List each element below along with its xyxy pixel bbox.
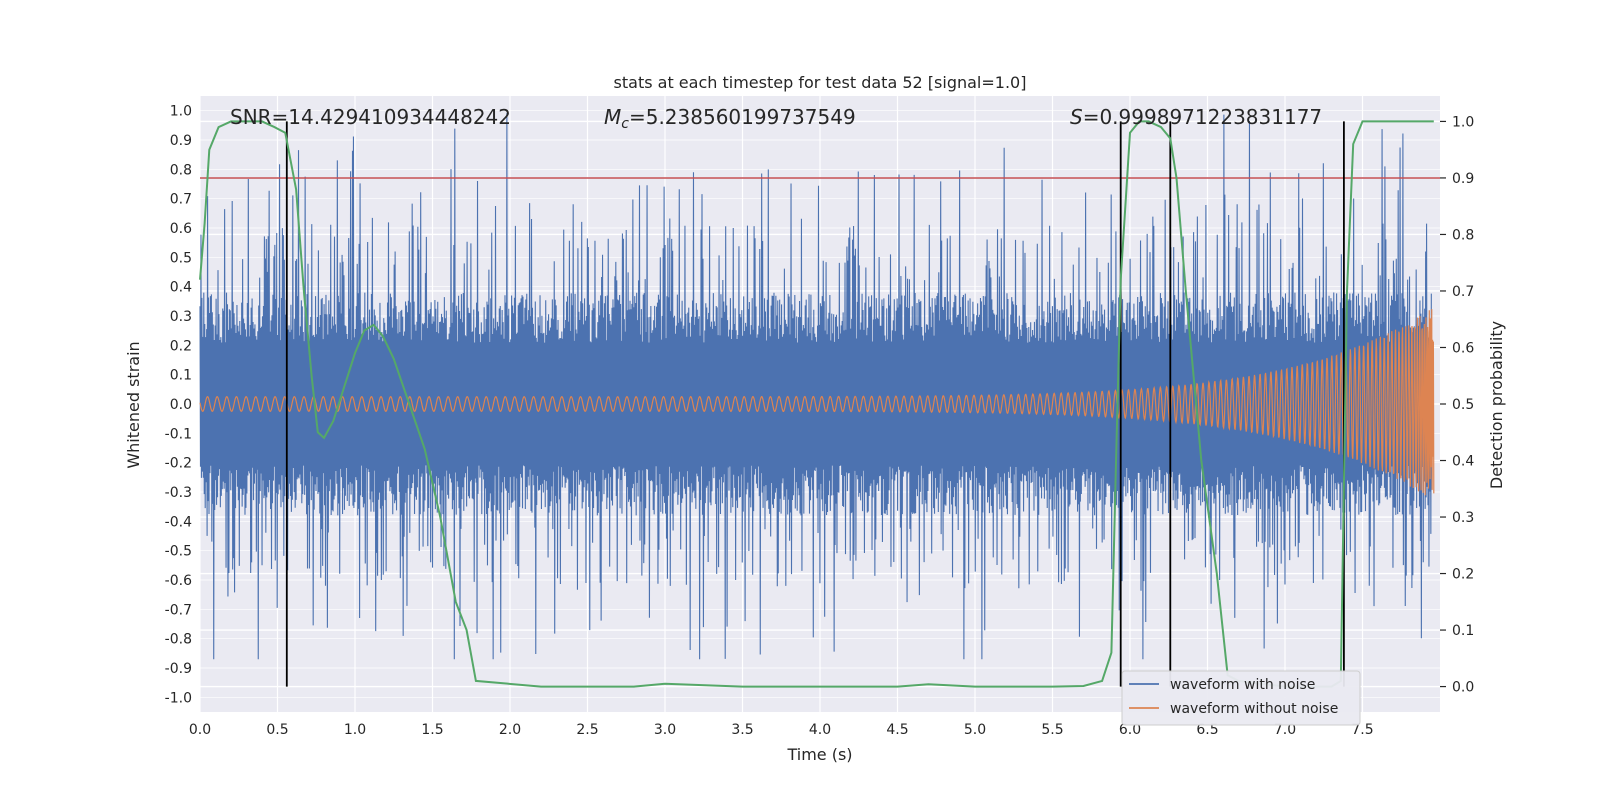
x-tick-label: 0.0 (189, 722, 211, 738)
y2-tick-label: 0.1 (1452, 623, 1474, 639)
y-tick-label: -0.6 (165, 573, 192, 589)
y-axis-label: Whitened strain (124, 341, 143, 468)
x-tick-label: 5.0 (964, 722, 986, 738)
series-waveform-without-noise (199, 309, 1435, 496)
y-tick-label: -0.1 (165, 426, 192, 442)
x-tick-label: 7.5 (1351, 722, 1373, 738)
y-tick-label: 1.0 (170, 104, 192, 120)
y-tick-label: 0.7 (170, 192, 192, 208)
series-detection-probability (199, 120, 1434, 688)
x-tick-label: 1.0 (344, 722, 366, 738)
y-tick-label: -0.9 (165, 661, 192, 677)
y-tick-label: 0.8 (170, 162, 192, 178)
y-tick-label: 0.6 (170, 221, 192, 237)
legend: waveform with noise waveform without noi… (1121, 670, 1361, 726)
y2-tick-label: 0.2 (1452, 567, 1474, 583)
y2-tick-label: 0.6 (1452, 340, 1474, 356)
y-tick-label: -0.8 (165, 632, 192, 648)
y-tick-label: -0.3 (165, 485, 192, 501)
y-tick-label: -0.7 (165, 602, 192, 618)
x-tick-label: 0.5 (266, 722, 288, 738)
x-tick-label: 4.5 (886, 722, 908, 738)
y-tick-label: 0.9 (170, 133, 192, 149)
x-tick-label: 4.0 (809, 722, 831, 738)
chart-title: stats at each timestep for test data 52 … (614, 73, 1027, 92)
x-tick-label: 6.0 (1119, 722, 1141, 738)
y-tick-label: 0.1 (170, 368, 192, 384)
legend-label-clean: waveform without noise (1170, 701, 1338, 717)
mc-annotation: Mc=5.238560199737549 (604, 105, 856, 132)
y-tick-label: -0.5 (165, 544, 192, 560)
y2-tick-label: 0.3 (1452, 510, 1474, 526)
y2-tick-label: 0.5 (1452, 397, 1474, 413)
y-tick-label: -0.2 (165, 456, 192, 472)
y2-tick-label: 0.4 (1452, 454, 1474, 470)
x-tick-label: 2.5 (576, 722, 598, 738)
x-tick-label: 3.5 (731, 722, 753, 738)
y-tick-label: 0.5 (170, 250, 192, 266)
s-annotation: S=0.9998971223831177 (1070, 105, 1322, 129)
x-tick-label: 1.5 (421, 722, 443, 738)
clean-waveform-line (199, 309, 1435, 496)
y2-tick-label: 0.9 (1452, 171, 1474, 187)
legend-label-noise: waveform with noise (1170, 677, 1315, 693)
vertical-lines (285, 121, 1345, 687)
x-tick-label: 3.0 (654, 722, 676, 738)
y-tick-label: -0.4 (165, 514, 192, 530)
legend-box (1121, 670, 1361, 726)
y2-tick-label: 1.0 (1452, 114, 1474, 130)
y2-tick-label: 0.8 (1452, 227, 1474, 243)
axes: 0.0 0.5 1.0 1.5 2.0 2.5 3.0 3.5 4.0 4.5 5.0 5.5 6.0 6… (165, 104, 1475, 738)
x-tick-label: 7.0 (1274, 722, 1296, 738)
y2-tick-label: 0.7 (1452, 284, 1474, 300)
y-tick-label: 0.0 (170, 397, 192, 413)
y-tick-label: -1.0 (165, 690, 192, 706)
snr-annotation: SNR=14.429410934448242 (230, 105, 511, 129)
x-tick-label: 2.0 (499, 722, 521, 738)
noise-waveform-line (199, 113, 1432, 660)
y-tick-label: 0.4 (170, 280, 192, 296)
x-axis-label: Time (s) (786, 745, 852, 764)
y-tick-label: 0.3 (170, 309, 192, 325)
y2-axis-label: Detection probability (1487, 321, 1506, 489)
series-waveform-with-noise (199, 113, 1432, 660)
y2-tick-label: 0.0 (1452, 680, 1474, 696)
x-tick-label: 6.5 (1196, 722, 1218, 738)
detection-probability-line (199, 120, 1434, 688)
y-tick-label: 0.2 (170, 338, 192, 354)
x-tick-label: 5.5 (1041, 722, 1063, 738)
